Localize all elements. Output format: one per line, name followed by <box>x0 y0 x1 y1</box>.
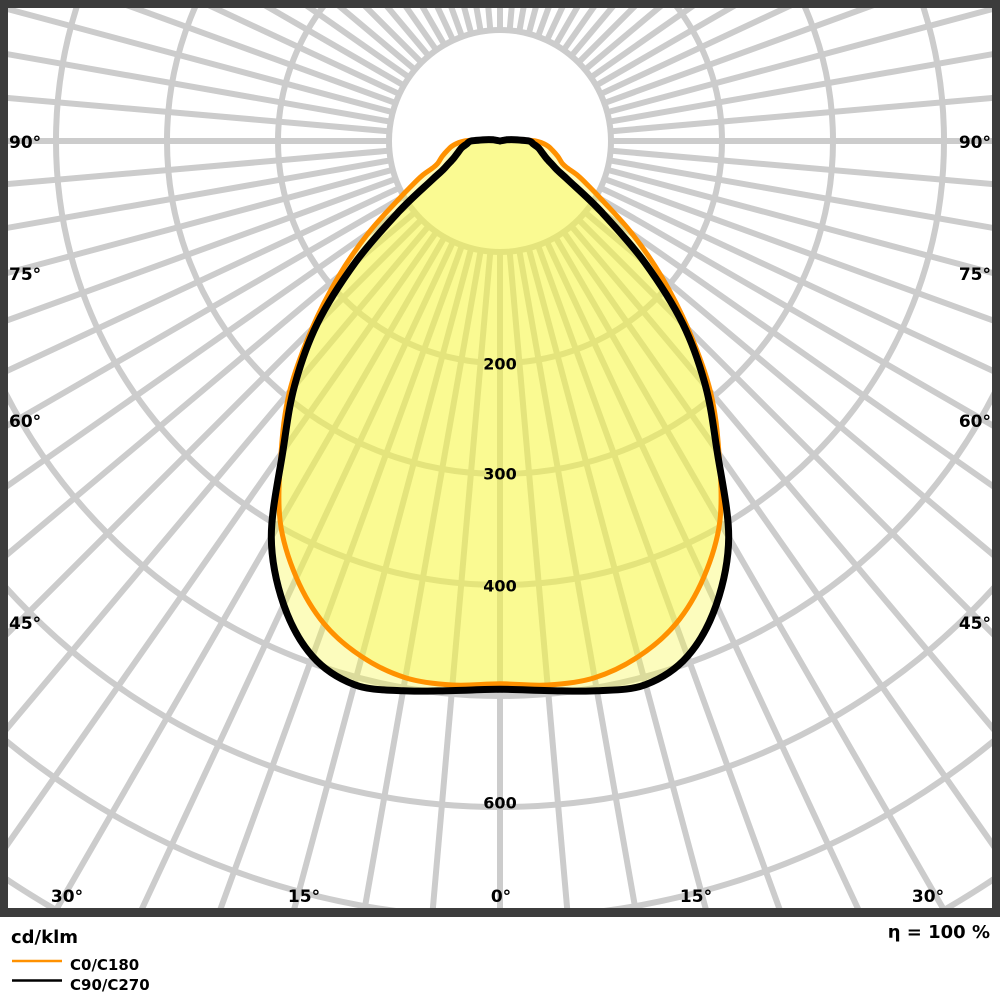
angle-label: 45° <box>959 614 991 634</box>
angle-label: 90° <box>959 133 991 153</box>
angle-label: 60° <box>959 412 991 432</box>
angle-label: 30° <box>912 887 944 907</box>
ring-label: 400 <box>483 577 516 596</box>
unit-label: cd/klm <box>11 927 78 948</box>
angle-label: 15° <box>680 887 712 907</box>
angle-label: 0° <box>491 887 511 907</box>
angle-label: 75° <box>959 265 991 285</box>
legend-label-c0: C0/C180 <box>70 956 139 974</box>
ring-label: 300 <box>483 465 516 484</box>
angle-label: 90° <box>9 133 41 153</box>
angle-label: 30° <box>51 887 83 907</box>
ring-label: 200 <box>483 355 516 374</box>
legend-label-c90: C90/C270 <box>70 976 150 994</box>
angle-label: 15° <box>288 887 320 907</box>
angle-label: 45° <box>9 614 41 634</box>
angle-label: 75° <box>9 265 41 285</box>
efficiency-label: η = 100 % <box>888 922 990 943</box>
angle-label: 60° <box>9 412 41 432</box>
ring-label: 600 <box>483 794 516 813</box>
